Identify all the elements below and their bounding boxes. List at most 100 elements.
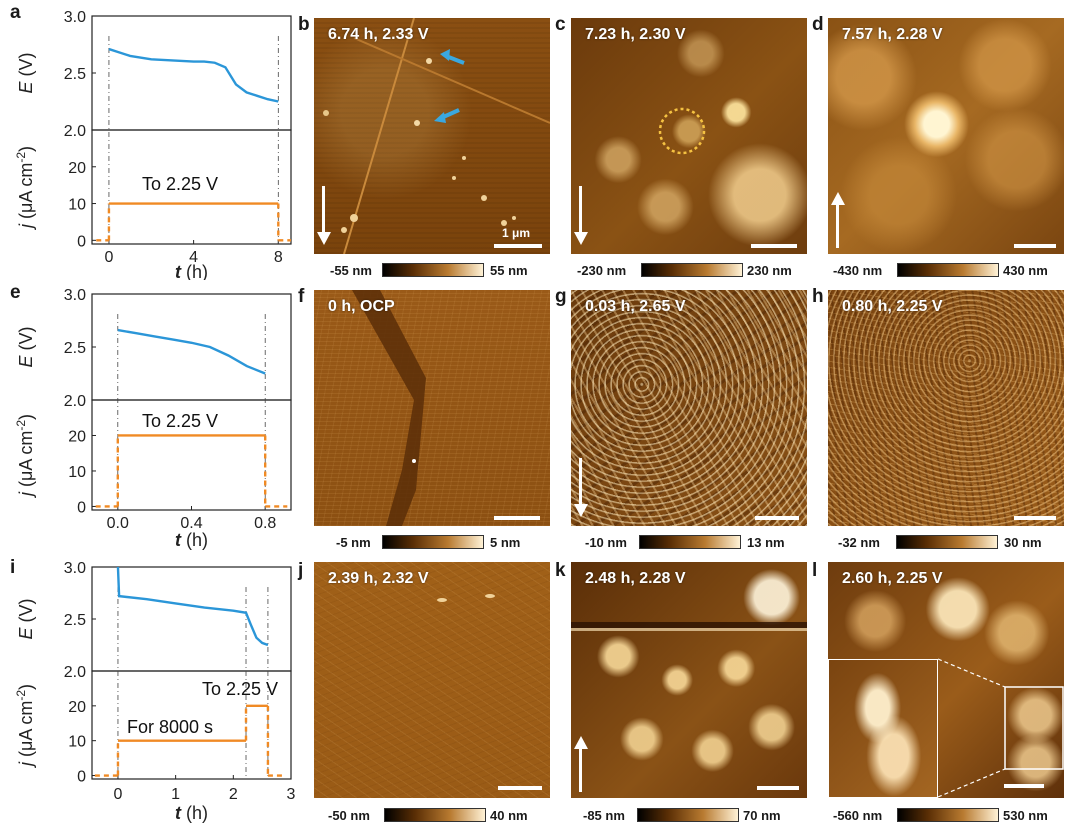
plot-annotation: For 8000 s bbox=[127, 717, 213, 737]
j-tick-label: 0 bbox=[77, 499, 86, 516]
colorbar-min: -5 nm bbox=[336, 535, 371, 550]
arrowhead-down-icon bbox=[574, 504, 588, 517]
x-tick-label: 0 bbox=[114, 786, 123, 803]
e-axis-label: E (V) bbox=[16, 598, 36, 639]
scalebar bbox=[494, 244, 542, 248]
colorbar-gradient bbox=[382, 263, 484, 277]
colorbar-min: -10 nm bbox=[585, 535, 627, 550]
scan-direction-up-arrow-icon bbox=[579, 748, 582, 792]
scan-direction-up-arrow-icon bbox=[836, 204, 839, 248]
e-axis-label: E (V) bbox=[16, 52, 36, 93]
afm-texture bbox=[828, 290, 1064, 526]
colorbar-d: -430 nm 430 nm bbox=[833, 258, 1063, 286]
panel-label: k bbox=[555, 560, 566, 581]
e-tick-label: 2.0 bbox=[64, 664, 86, 681]
colorbar-min: -230 nm bbox=[577, 263, 627, 278]
x-axis-label-symbol: t bbox=[175, 803, 182, 823]
panel-label: g bbox=[555, 286, 567, 307]
x-tick-label: 1 bbox=[171, 786, 180, 803]
colorbar-max: 30 nm bbox=[1004, 535, 1042, 550]
j-tick-label: 10 bbox=[68, 734, 86, 751]
j-axis-label-end: ) bbox=[16, 684, 36, 690]
colorbar-gradient bbox=[384, 808, 486, 822]
e-tick-label: 2.0 bbox=[64, 123, 86, 140]
colorbar-b: -55 nm 55 nm bbox=[330, 258, 550, 286]
scan-direction-down-arrow-icon bbox=[322, 186, 325, 234]
colorbar-min: -430 nm bbox=[833, 263, 883, 278]
panel-label: d bbox=[812, 14, 824, 35]
plot-annotation: To 2.25 V bbox=[202, 679, 278, 699]
afm-features bbox=[352, 290, 426, 526]
afm-features bbox=[937, 658, 1064, 798]
plot-annotation: To 2.25 V bbox=[142, 411, 218, 431]
e-tick-label: 3.0 bbox=[64, 287, 86, 304]
x-tick-label: 0.0 bbox=[107, 515, 129, 532]
e-axes-frame bbox=[91, 566, 292, 672]
image-caption: 7.57 h, 2.28 V bbox=[842, 26, 943, 43]
afm-image-h: 0.80 h, 2.25 V bbox=[828, 290, 1064, 526]
plot-panel-e: e 3.0 2.5 2.0 20 10 0 0.0 0.4 0.8 E (V) j (μA cm-2… bbox=[0, 280, 300, 555]
x-axis-label: t (h) bbox=[175, 803, 208, 823]
j-axes-frame bbox=[91, 670, 292, 780]
j-tick-label: 10 bbox=[68, 197, 86, 214]
x-axis-label-symbol: t bbox=[175, 530, 182, 550]
afm-image-c: 7.23 h, 2.30 V bbox=[571, 18, 807, 254]
j-axis-label-sup: -2 bbox=[14, 420, 28, 431]
afm-features bbox=[571, 622, 807, 631]
colorbar-gradient bbox=[639, 535, 741, 549]
j-axis-label-unit: (μA cm bbox=[16, 431, 36, 492]
image-caption: 2.60 h, 2.25 V bbox=[842, 570, 943, 587]
j-axis-label: j (μA cm-2) bbox=[14, 684, 36, 769]
colorbar-max: 5 nm bbox=[490, 535, 521, 550]
afm-texture bbox=[571, 562, 807, 798]
scalebar bbox=[1014, 244, 1056, 248]
x-tick-label: 4 bbox=[189, 249, 198, 266]
e-axis-label-symbol: E bbox=[16, 81, 36, 94]
panel-label: e bbox=[10, 282, 21, 303]
afm-image-d: 7.57 h, 2.28 V bbox=[828, 18, 1064, 254]
image-caption: 2.48 h, 2.28 V bbox=[585, 570, 686, 587]
j-axis-label-end: ) bbox=[16, 146, 36, 152]
j-axis-label-symbol: j bbox=[16, 491, 36, 499]
x-axis-label: t (h) bbox=[175, 530, 208, 550]
j-tick-label: 0 bbox=[77, 233, 86, 250]
j-tick-label: 20 bbox=[68, 428, 86, 445]
plot-annotation: To 2.25 V bbox=[142, 174, 218, 194]
plot-i-svg: 3.0 2.5 2.0 20 10 0 0 1 2 3 E (V) j (μA cm-2) t (h) T… bbox=[14, 560, 296, 823]
scan-direction-down-arrow-icon bbox=[579, 458, 582, 506]
j-axis-label-unit: (μA cm bbox=[16, 701, 36, 762]
afm-image-l: 2.60 h, 2.25 V bbox=[828, 562, 1064, 798]
plot-panel-a: a 3.0 2.5 2.0 20 10 0 0 4 8 E (V) j (μA cm-2) t (h)… bbox=[0, 0, 300, 280]
plot-panel-i: i 3.0 2.5 2.0 20 10 0 0 1 2 3 E (V) j (μA cm-2) t (h… bbox=[0, 553, 300, 839]
e-tick-label: 3.0 bbox=[64, 560, 86, 577]
e-axes-frame bbox=[91, 15, 292, 131]
j-axis-label-sup: -2 bbox=[14, 690, 28, 701]
image-caption: 2.39 h, 2.32 V bbox=[328, 570, 429, 587]
image-caption: 0.80 h, 2.25 V bbox=[842, 298, 943, 315]
image-caption: 7.23 h, 2.30 V bbox=[585, 26, 686, 43]
colorbar-gradient bbox=[382, 535, 484, 549]
scalebar bbox=[755, 516, 799, 520]
colorbar-h: -32 nm 30 nm bbox=[838, 530, 1068, 558]
afm-image-f: 0 h, OCP bbox=[314, 290, 550, 526]
afm-texture bbox=[314, 290, 550, 526]
image-caption: 6.74 h, 2.33 V bbox=[328, 26, 429, 43]
e-axis-label: E (V) bbox=[16, 326, 36, 367]
afm-features bbox=[323, 18, 550, 254]
colorbar-max: 430 nm bbox=[1003, 263, 1048, 278]
j-tick-label: 20 bbox=[68, 160, 86, 177]
x-tick-label: 0.8 bbox=[254, 515, 276, 532]
scalebar-label: 1 μm bbox=[502, 226, 531, 240]
colorbar-max: 530 nm bbox=[1003, 808, 1048, 823]
colorbar-l: -560 nm 530 nm bbox=[833, 803, 1069, 831]
e-axis-label-unit: (V) bbox=[16, 326, 36, 355]
j-tick-label: 10 bbox=[68, 464, 86, 481]
j-axis-label: j (μA cm-2) bbox=[14, 414, 36, 499]
colorbar-min: -55 nm bbox=[330, 263, 372, 278]
colorbar-gradient bbox=[897, 263, 999, 277]
colorbar-f: -5 nm 5 nm bbox=[336, 530, 556, 558]
colorbar-min: -32 nm bbox=[838, 535, 880, 550]
e-axis-label-symbol: E bbox=[16, 355, 36, 368]
scalebar bbox=[757, 786, 799, 790]
